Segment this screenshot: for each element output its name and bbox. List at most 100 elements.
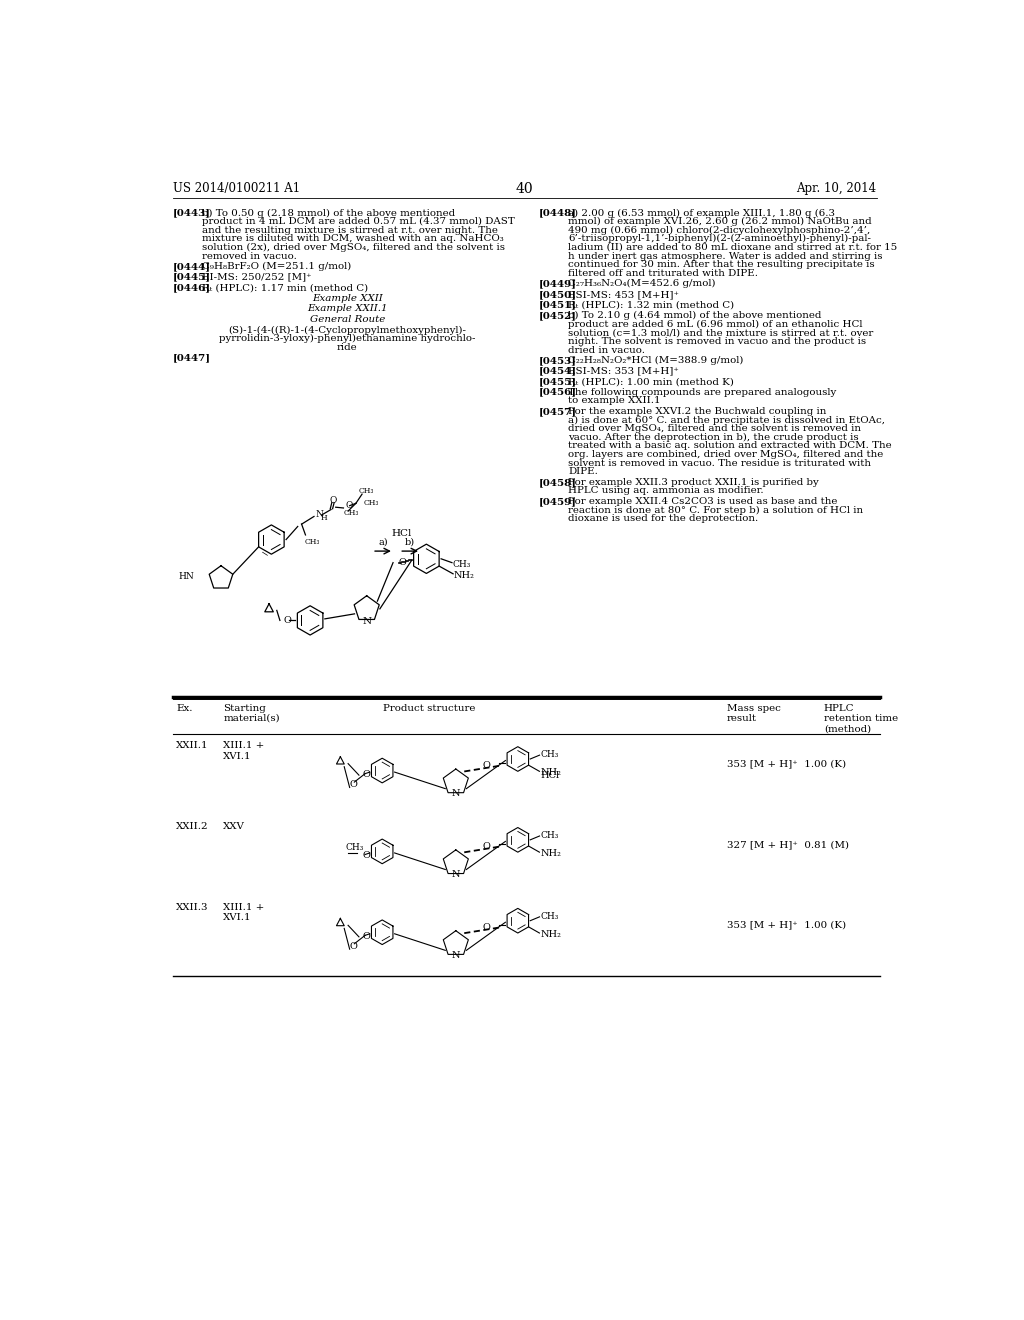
Text: O: O [483,923,490,932]
Text: O: O [398,558,407,568]
Text: 6’-triisopropyl-1,1’-biphenyl)(2-(2-aminoethyl)-phenyl)-pal-: 6’-triisopropyl-1,1’-biphenyl)(2-(2-amin… [568,235,871,243]
Text: product are added 6 mL (6.96 mmol) of an ethanolic HCl: product are added 6 mL (6.96 mmol) of an… [568,319,862,329]
Text: CH₃: CH₃ [343,508,358,516]
Text: NH₂: NH₂ [454,570,475,579]
Text: night. The solvent is removed in vacuo and the product is: night. The solvent is removed in vacuo a… [568,337,866,346]
Text: XXII.2: XXII.2 [176,822,209,832]
Text: O: O [362,932,370,941]
Text: b): b) [406,539,415,546]
Text: NH₂: NH₂ [541,849,561,858]
Text: Product structure: Product structure [383,704,475,713]
Text: For the example XXVI.2 the Buchwald coupling in: For the example XXVI.2 the Buchwald coup… [568,407,826,416]
Text: dioxane is used for the deprotection.: dioxane is used for the deprotection. [568,515,759,523]
Text: dried in vacuo.: dried in vacuo. [568,346,645,355]
Text: filtered off and triturated with DIPE.: filtered off and triturated with DIPE. [568,269,758,277]
Text: CH₃: CH₃ [345,843,364,851]
Text: CH₃: CH₃ [541,750,559,759]
Text: to example XXII.1: to example XXII.1 [568,396,660,405]
Text: O: O [483,842,490,851]
Text: N: N [452,870,460,879]
Text: For example XXII.4 Cs2CO3 is used as base and the: For example XXII.4 Cs2CO3 is used as bas… [568,496,838,506]
Text: Mass spec
result: Mass spec result [727,704,781,723]
Text: For example XXII.3 product XXII.1 is purified by: For example XXII.3 product XXII.1 is pur… [568,478,819,487]
Text: [0444]: [0444] [173,263,211,271]
Text: [0453]: [0453] [539,356,577,366]
Text: The following compounds are prepared analogously: The following compounds are prepared ana… [568,388,837,397]
Text: ride: ride [337,343,357,351]
Text: XIII.1 +
XVI.1: XIII.1 + XVI.1 [223,903,264,923]
Text: and the resulting mixture is stirred at r.t. over night. The: and the resulting mixture is stirred at … [203,226,499,235]
Text: org. layers are combined, dried over MgSO₄, filtered and the: org. layers are combined, dried over MgS… [568,450,884,459]
Text: XXII.1: XXII.1 [176,742,209,750]
Text: O: O [362,770,370,779]
Text: [0454]: [0454] [539,367,577,376]
Text: b) To 2.10 g (4.64 mmol) of the above mentioned: b) To 2.10 g (4.64 mmol) of the above me… [568,312,821,321]
Text: XXII.3: XXII.3 [176,903,209,912]
Text: [0459]: [0459] [539,496,577,506]
Text: N: N [452,789,460,799]
Text: O: O [284,616,292,624]
Text: dried over MgSO₄, filtered and the solvent is removed in: dried over MgSO₄, filtered and the solve… [568,424,861,433]
Text: mmol) of example XVI.26, 2.60 g (26.2 mmol) NaOtBu and: mmol) of example XVI.26, 2.60 g (26.2 mm… [568,216,871,226]
Text: product in 4 mL DCM are added 0.57 mL (4.37 mmol) DAST: product in 4 mL DCM are added 0.57 mL (4… [203,216,515,226]
Text: [0447]: [0447] [173,354,211,362]
Text: Ex.: Ex. [176,704,193,713]
Text: [0443]: [0443] [173,209,211,218]
Text: XXV: XXV [223,822,245,832]
Text: N: N [452,950,460,960]
Text: General Route: General Route [309,315,385,323]
Text: [0449]: [0449] [539,280,577,288]
Text: Apr. 10, 2014: Apr. 10, 2014 [797,182,877,194]
Text: b) To 0.50 g (2.18 mmol) of the above mentioned: b) To 0.50 g (2.18 mmol) of the above me… [203,209,456,218]
Text: CH₃: CH₃ [358,487,374,495]
Text: CH₃: CH₃ [453,560,471,569]
Text: DIPE.: DIPE. [568,467,598,477]
Text: CH₃: CH₃ [305,539,321,546]
Text: vacuo. After the deprotection in b), the crude product is: vacuo. After the deprotection in b), the… [568,433,859,442]
Text: a): a) [378,539,388,546]
Text: HPLC using aq. ammonia as modifier.: HPLC using aq. ammonia as modifier. [568,486,764,495]
Text: (S)-1-(4-((R)-1-(4-Cyclopropylmethoxyphenyl)-: (S)-1-(4-((R)-1-(4-Cyclopropylmethoxyphe… [228,326,466,334]
Text: 327 [M + H]⁺  0.81 (M): 327 [M + H]⁺ 0.81 (M) [727,840,849,849]
Text: [0457]: [0457] [539,407,577,416]
Text: HCl: HCl [541,771,559,780]
Text: a) 2.00 g (6.53 mmol) of example XIII.1, 1.80 g (6.3: a) 2.00 g (6.53 mmol) of example XIII.1,… [568,209,836,218]
Text: N: N [315,511,324,519]
Text: h under inert gas atmosphere. Water is added and stirring is: h under inert gas atmosphere. Water is a… [568,252,883,260]
Text: O: O [483,762,490,771]
Text: O: O [345,502,352,510]
Text: Example XXII.1: Example XXII.1 [307,305,387,313]
Text: H: H [321,513,327,521]
Text: reaction is done at 80° C. For step b) a solution of HCl in: reaction is done at 80° C. For step b) a… [568,506,863,515]
Text: solution (c=1.3 mol/l) and the mixture is stirred at r.t. over: solution (c=1.3 mol/l) and the mixture i… [568,329,873,338]
Text: a) is done at 60° C. and the precipitate is dissolved in EtOAc,: a) is done at 60° C. and the precipitate… [568,416,885,425]
Text: EI-MS: 250/252 [M]⁺: EI-MS: 250/252 [M]⁺ [203,273,312,281]
Text: O: O [349,780,357,789]
Text: [0450]: [0450] [539,290,577,298]
Text: HCl: HCl [391,529,412,537]
Text: solvent is removed in vacuo. The residue is triturated with: solvent is removed in vacuo. The residue… [568,458,871,467]
Text: C₂₇H₃₆N₂O₄(M=452.6 g/mol): C₂₇H₃₆N₂O₄(M=452.6 g/mol) [568,280,716,289]
Text: O: O [330,496,337,504]
Text: [0452]: [0452] [539,312,577,319]
Text: mixture is diluted with DCM, washed with an aq. NaHCO₃: mixture is diluted with DCM, washed with… [203,235,504,243]
Text: [0456]: [0456] [539,388,577,397]
Text: Rₜ (HPLC): 1.00 min (method K): Rₜ (HPLC): 1.00 min (method K) [568,378,734,387]
Text: Rₜ (HPLC): 1.32 min (method C): Rₜ (HPLC): 1.32 min (method C) [568,301,734,309]
Text: removed in vacuo.: removed in vacuo. [203,252,297,260]
Text: C₉H₈BrF₂O (M=251.1 g/mol): C₉H₈BrF₂O (M=251.1 g/mol) [203,263,351,271]
Text: [0448]: [0448] [539,209,577,218]
Text: [0458]: [0458] [539,478,577,487]
Text: 40: 40 [516,182,534,195]
Text: ESI-MS: 453 [M+H]⁺: ESI-MS: 453 [M+H]⁺ [568,290,679,298]
Text: Example XXII: Example XXII [312,294,383,302]
Text: C₂₂H₂₈N₂O₂*HCl (M=388.9 g/mol): C₂₂H₂₈N₂O₂*HCl (M=388.9 g/mol) [568,356,743,366]
Text: N: N [362,616,372,626]
Text: XIII.1 +
XVI.1: XIII.1 + XVI.1 [223,742,264,760]
Text: Rₜ (HPLC): 1.17 min (method C): Rₜ (HPLC): 1.17 min (method C) [203,284,369,292]
Text: ladium (II) are added to 80 mL dioxane and stirred at r.t. for 15: ladium (II) are added to 80 mL dioxane a… [568,243,897,252]
Text: [0455]: [0455] [539,378,577,387]
Text: NH₂: NH₂ [541,931,561,939]
Text: CH₃: CH₃ [364,499,379,507]
Text: continued for 30 min. After that the resulting precipitate is: continued for 30 min. After that the res… [568,260,874,269]
